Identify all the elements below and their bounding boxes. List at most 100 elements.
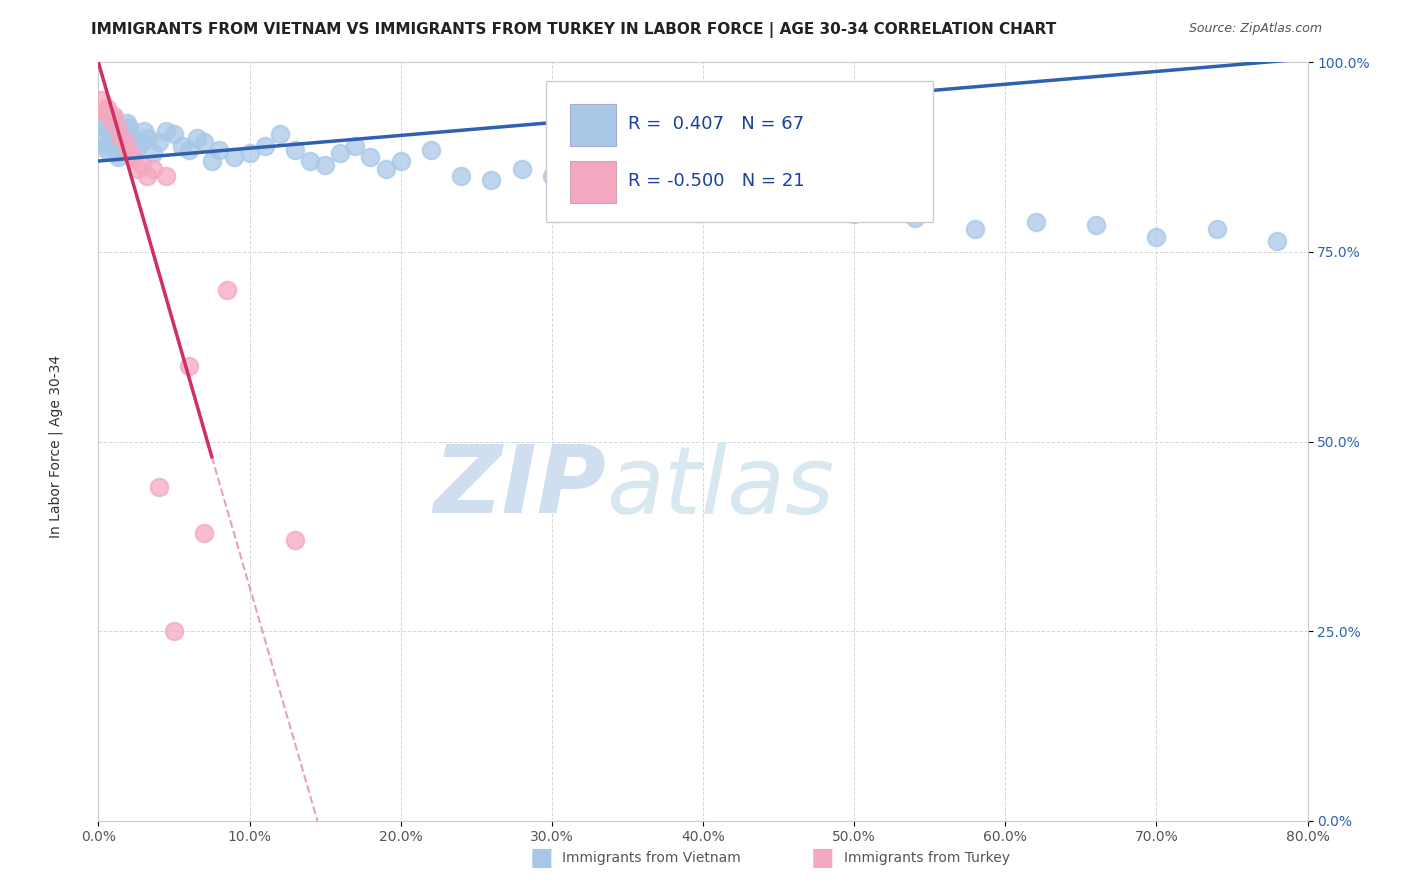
Point	[215, 283, 238, 297]
Point	[114, 135, 136, 149]
Point	[122, 150, 145, 164]
Point	[163, 624, 186, 639]
Point	[692, 173, 714, 187]
Point	[114, 138, 136, 153]
Point	[129, 135, 152, 149]
Text: ■: ■	[530, 847, 553, 870]
Point	[121, 131, 143, 145]
Point	[540, 169, 562, 184]
Point	[253, 138, 276, 153]
Point	[299, 153, 322, 168]
Point	[481, 173, 503, 187]
FancyBboxPatch shape	[546, 81, 932, 222]
Point	[193, 525, 215, 540]
Point	[284, 533, 307, 547]
Point	[127, 161, 149, 176]
Text: Source: ZipAtlas.com: Source: ZipAtlas.com	[1188, 22, 1322, 36]
Text: R =  0.407   N = 67: R = 0.407 N = 67	[628, 115, 804, 133]
Point	[108, 135, 131, 149]
Text: R = -0.500   N = 21: R = -0.500 N = 21	[628, 172, 804, 191]
Point	[103, 108, 125, 122]
Point	[96, 143, 118, 157]
Point	[135, 169, 157, 184]
Text: Immigrants from Turkey: Immigrants from Turkey	[844, 851, 1010, 865]
Point	[105, 146, 128, 161]
Point	[107, 150, 129, 164]
Point	[155, 123, 177, 137]
Bar	[569, 161, 616, 202]
Point	[96, 101, 118, 115]
Point	[602, 180, 624, 194]
Point	[132, 123, 155, 137]
Point	[94, 138, 117, 153]
Point	[131, 158, 153, 172]
Bar	[569, 104, 616, 145]
Point	[450, 169, 472, 184]
Point	[661, 184, 683, 198]
Point	[752, 199, 775, 213]
Point	[91, 120, 114, 134]
Point	[510, 161, 533, 176]
Point	[179, 143, 201, 157]
Point	[100, 135, 122, 149]
Point	[105, 120, 128, 134]
Point	[844, 207, 866, 221]
Point	[1146, 229, 1168, 244]
Point	[201, 153, 224, 168]
Point	[110, 131, 132, 145]
Point	[284, 143, 307, 157]
Point	[115, 116, 138, 130]
Point	[965, 222, 987, 236]
Point	[93, 116, 115, 130]
Point	[239, 146, 262, 161]
Text: Immigrants from Vietnam: Immigrants from Vietnam	[562, 851, 741, 865]
Point	[155, 169, 177, 184]
Point	[344, 138, 367, 153]
Point	[224, 150, 246, 164]
Point	[360, 150, 382, 164]
Text: ■: ■	[811, 847, 834, 870]
Point	[193, 135, 215, 149]
Point	[1206, 222, 1229, 236]
Point	[170, 138, 193, 153]
Point	[420, 143, 443, 157]
Point	[314, 158, 336, 172]
Point	[329, 146, 352, 161]
Point	[179, 359, 201, 373]
Point	[269, 128, 291, 142]
Point	[142, 161, 165, 176]
Point	[103, 112, 125, 127]
Point	[571, 177, 593, 191]
Point	[1267, 234, 1289, 248]
Point	[101, 123, 124, 137]
Point	[112, 143, 135, 157]
Point	[186, 131, 208, 145]
Point	[98, 128, 121, 142]
Point	[100, 112, 122, 127]
Point	[1085, 219, 1108, 233]
Text: IMMIGRANTS FROM VIETNAM VS IMMIGRANTS FROM TURKEY IN LABOR FORCE | AGE 30-34 COR: IMMIGRANTS FROM VIETNAM VS IMMIGRANTS FR…	[91, 22, 1057, 38]
Point	[111, 128, 134, 142]
Point	[118, 120, 141, 134]
Point	[142, 146, 165, 161]
Point	[163, 128, 186, 142]
Point	[374, 161, 396, 176]
Point	[93, 104, 115, 119]
Point	[90, 131, 112, 145]
Point	[136, 131, 159, 145]
Point	[110, 123, 132, 137]
Text: atlas: atlas	[606, 442, 835, 533]
Point	[631, 192, 654, 206]
Point	[125, 143, 148, 157]
Text: In Labor Force | Age 30-34: In Labor Force | Age 30-34	[49, 354, 63, 538]
Point	[104, 131, 127, 145]
Point	[1024, 214, 1046, 228]
Point	[208, 143, 231, 157]
Point	[389, 153, 412, 168]
Point	[90, 93, 112, 107]
Point	[148, 480, 170, 494]
Point	[118, 146, 141, 161]
Text: ZIP: ZIP	[433, 441, 606, 533]
Point	[904, 211, 927, 225]
Point	[783, 203, 806, 218]
